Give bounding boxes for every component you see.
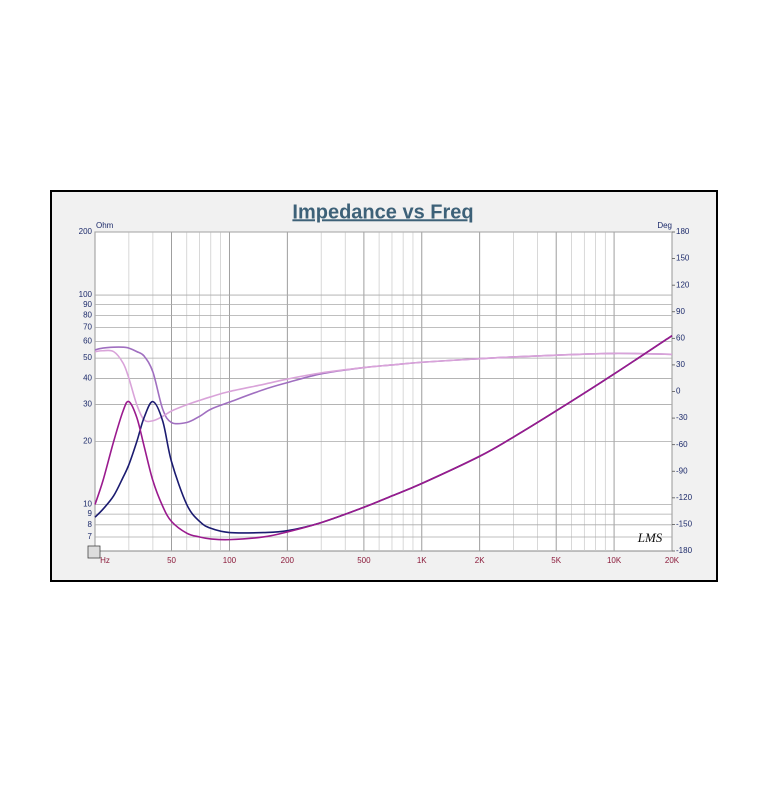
y2-tick-label: -60 (676, 440, 688, 449)
grid (94, 231, 673, 551)
series-line (94, 349, 673, 423)
y-tick-label: 10 (83, 500, 92, 509)
y-tick-label: 70 (83, 323, 92, 332)
series-line (94, 334, 673, 541)
y2-tick-label: 0 (676, 387, 681, 396)
y-tick-label: 40 (83, 374, 92, 383)
y-tick-label: 7 (88, 532, 93, 541)
y2-axis-label: Deg (657, 221, 672, 230)
y-tick-label: 30 (83, 400, 92, 409)
y2-tick-label: -30 (676, 413, 688, 422)
y2-tick-label: 60 (676, 333, 685, 342)
y-axis-label: Ohm (96, 221, 114, 230)
chart-title: Impedance vs Freq (292, 201, 473, 223)
plot-area (94, 231, 673, 552)
x-tick-label: 1K (417, 556, 427, 565)
y2-tick-label: -150 (676, 520, 693, 529)
y2-tick-label: 120 (676, 280, 690, 289)
y2-tick-label: -180 (676, 546, 693, 555)
y-tick-label: 90 (83, 300, 92, 309)
y2-tick-label: 150 (676, 254, 690, 263)
y2-tick-label: -90 (676, 466, 688, 475)
y2-tick-label: -120 (676, 493, 693, 502)
x-tick-label: 100 (223, 556, 237, 565)
y-tick-label: 80 (83, 310, 92, 319)
corner-icon (87, 545, 101, 559)
x-tick-label: 500 (357, 556, 371, 565)
x-tick-label: Hz (100, 556, 110, 565)
x-tick-label: 2K (475, 556, 485, 565)
x-tick-label: 10K (607, 556, 622, 565)
x-tick-label: 200 (281, 556, 295, 565)
y-tick-label: 20 (83, 437, 92, 446)
y-tick-label: 60 (83, 337, 92, 346)
x-tick-label: 5K (551, 556, 561, 565)
y-tick-label: 9 (88, 509, 93, 518)
x-tick-label: 20K (665, 556, 680, 565)
y-tick-label: 8 (88, 520, 93, 529)
y-tick-label: 50 (83, 353, 92, 362)
y2-tick-label: 30 (676, 360, 685, 369)
x-tick-label: 50 (167, 556, 176, 565)
y-tick-label: 100 (79, 290, 93, 299)
y2-tick-label: 90 (676, 307, 685, 316)
y-tick-label: 200 (79, 227, 93, 236)
y2-tick-label: 180 (676, 227, 690, 236)
logo: LMS (637, 530, 663, 545)
